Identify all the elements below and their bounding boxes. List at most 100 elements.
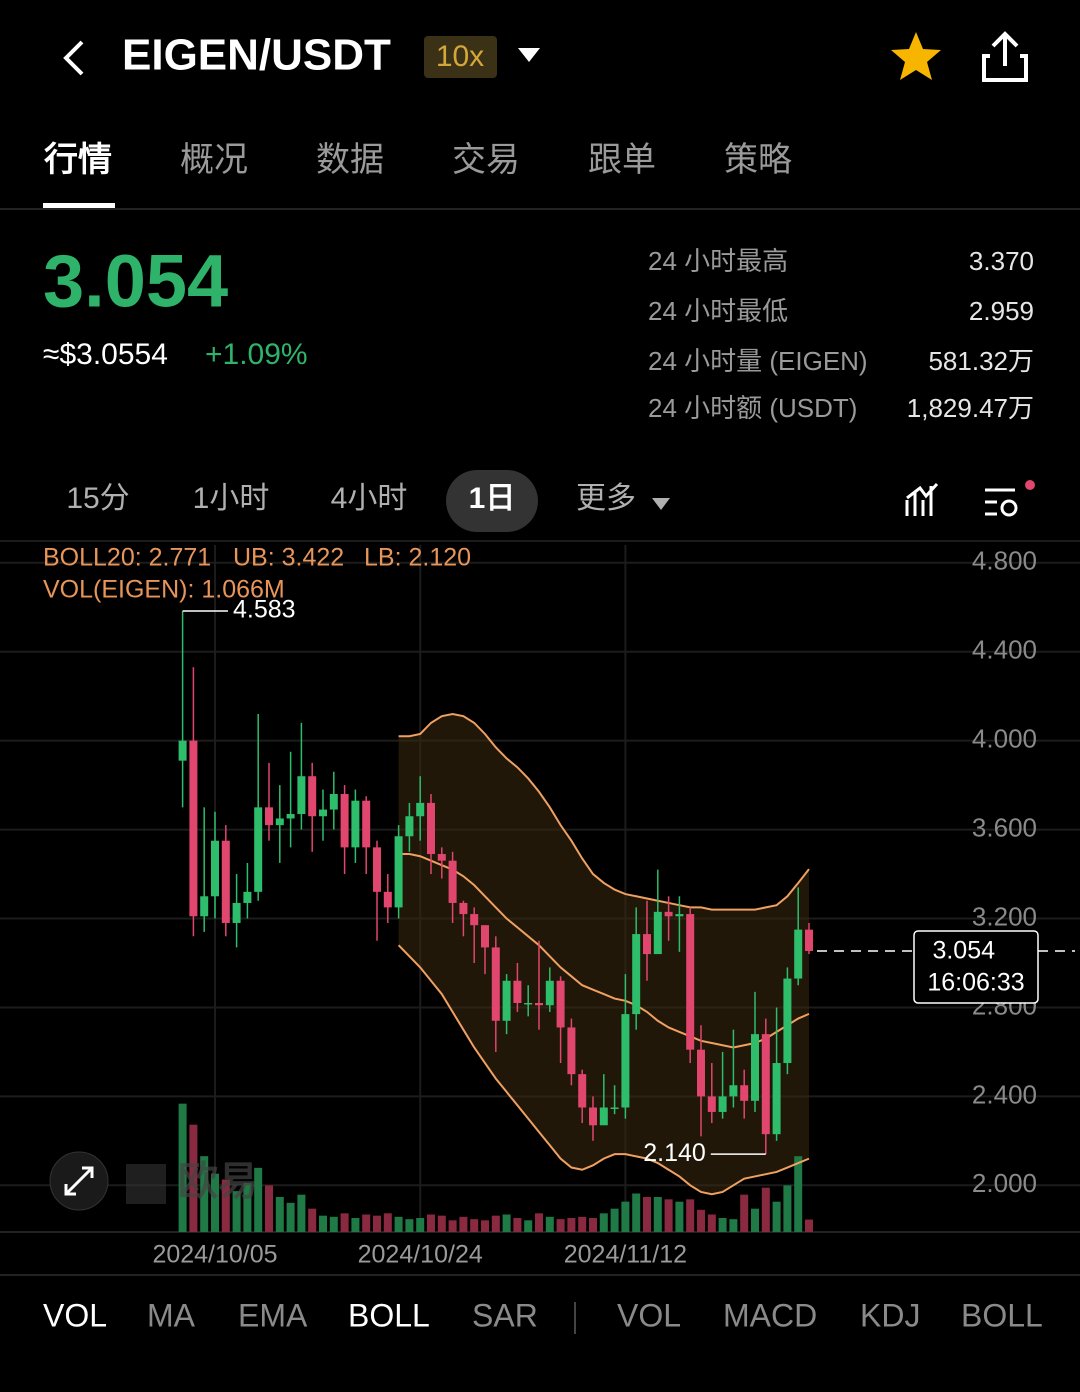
candle-body	[697, 1049, 705, 1097]
candle-body	[675, 914, 684, 917]
candle-body	[265, 807, 273, 826]
indicator-tab[interactable]: SAR	[472, 1297, 538, 1333]
candle-body	[297, 776, 306, 815]
candle-body	[362, 800, 371, 848]
indicator-tab[interactable]: MA	[147, 1297, 196, 1333]
volume-bar	[632, 1193, 641, 1232]
y-tick-label: 4.000	[972, 724, 1037, 754]
chart: 2024/10/05 2024/10/24 2024/11/12 4.800 4.400…	[0, 544, 1080, 1269]
stat-label: 24 小时最高	[648, 246, 788, 276]
candle-body	[729, 1085, 738, 1097]
band-fill	[398, 713, 809, 1195]
candle-body	[578, 1074, 587, 1108]
boll-line	[398, 712, 810, 911]
pair-title: EIGEN/USDT	[122, 31, 391, 80]
volume-bar	[567, 1218, 576, 1232]
candle-body	[459, 902, 468, 915]
y-tick-label: 4.400	[972, 635, 1037, 665]
volume-bar	[405, 1219, 414, 1232]
candle-body	[502, 980, 511, 1021]
ub-legend: UB: 3.422	[233, 544, 344, 572]
candle-body	[329, 794, 338, 810]
candle-body	[319, 809, 327, 817]
candle-body	[718, 1096, 727, 1112]
volume-bar	[621, 1201, 630, 1232]
volume-bar	[675, 1201, 684, 1232]
volume-bar	[286, 1202, 295, 1232]
candle-body	[416, 802, 425, 817]
candle-body	[189, 740, 198, 917]
interval[interactable]: 15分	[66, 482, 129, 515]
volume-bar	[362, 1214, 371, 1232]
interval[interactable]: 1日	[469, 482, 516, 515]
tab[interactable]: 数据	[316, 141, 384, 179]
candle-body	[524, 1003, 533, 1005]
candle-body	[610, 1107, 619, 1109]
volume-bar	[329, 1216, 338, 1232]
candle-body	[178, 740, 187, 761]
candle-body	[740, 1085, 749, 1101]
favorite-star[interactable]	[891, 32, 941, 80]
boll-line	[398, 853, 810, 1049]
back-button[interactable]	[63, 40, 84, 76]
volume-bar	[718, 1218, 727, 1232]
indicator-tab[interactable]: BOLL	[961, 1297, 1043, 1333]
candle-body	[405, 816, 414, 837]
volume-bar	[373, 1215, 381, 1232]
volume-bar	[707, 1214, 716, 1232]
volume-bar	[351, 1218, 360, 1232]
expand-icon	[64, 1166, 94, 1196]
more-dropdown[interactable]	[652, 498, 670, 510]
volume-bar	[481, 1220, 489, 1232]
indicator-tab[interactable]: VOL	[617, 1297, 681, 1333]
candle-body	[599, 1107, 608, 1126]
candle-body	[567, 1027, 576, 1075]
volume-bar	[610, 1208, 619, 1232]
volume-bar	[729, 1219, 738, 1232]
stat-label: 24 小时额 (USDT)	[648, 393, 857, 423]
interval[interactable]: 1小时	[193, 482, 270, 515]
tab[interactable]: 交易	[452, 141, 520, 179]
leverage-badge	[424, 36, 497, 78]
candle-body	[254, 807, 263, 892]
volume-bar	[697, 1209, 705, 1232]
pair-dropdown[interactable]	[518, 48, 540, 62]
candle-body	[805, 929, 813, 951]
interval[interactable]: 更多	[576, 482, 636, 515]
volume-bar	[254, 1167, 263, 1232]
candle-body	[751, 1034, 759, 1101]
candle-body	[437, 854, 446, 861]
tab[interactable]: 行情	[44, 141, 112, 179]
indicator-tab[interactable]: BOLL	[348, 1297, 430, 1333]
indicator-tab[interactable]: KDJ	[860, 1297, 920, 1333]
x-tick-label: 2024/11/12	[564, 1241, 687, 1269]
boll-legend: BOLL20: 2.771	[43, 544, 211, 572]
indicator-tab[interactable]: MACD	[723, 1297, 817, 1333]
volume-bar	[470, 1219, 479, 1232]
indicator-tab[interactable]: VOL	[43, 1297, 107, 1333]
max-annotation: 4.583	[233, 596, 296, 624]
volume-bar	[308, 1208, 317, 1232]
y-tick-label: 2.000	[972, 1168, 1037, 1198]
tab[interactable]: 概况	[180, 141, 248, 179]
share-button[interactable]	[982, 31, 1028, 82]
lb-legend: LB: 2.120	[364, 544, 471, 572]
interval[interactable]: 4小时	[331, 482, 408, 515]
leverage: 10x	[436, 40, 484, 73]
volume-bar	[491, 1215, 500, 1232]
tab[interactable]: 策略	[724, 141, 792, 179]
candle-body	[470, 914, 479, 926]
indicator-tab[interactable]: EMA	[238, 1297, 308, 1333]
stat-label: 24 小时量 (EIGEN)	[648, 346, 868, 376]
volume-bar	[772, 1201, 781, 1232]
volume-bar	[383, 1213, 392, 1232]
volume-bar	[805, 1219, 813, 1232]
indicator-icon[interactable]	[905, 482, 939, 516]
volume-bar	[751, 1208, 759, 1232]
volume-bar	[297, 1194, 306, 1232]
tab[interactable]: 跟单	[588, 141, 656, 179]
y-tick-label: 2.400	[972, 1079, 1037, 1109]
volume-bar	[599, 1213, 608, 1232]
settings-icon[interactable]	[985, 488, 1018, 517]
candle-body	[783, 978, 792, 1064]
